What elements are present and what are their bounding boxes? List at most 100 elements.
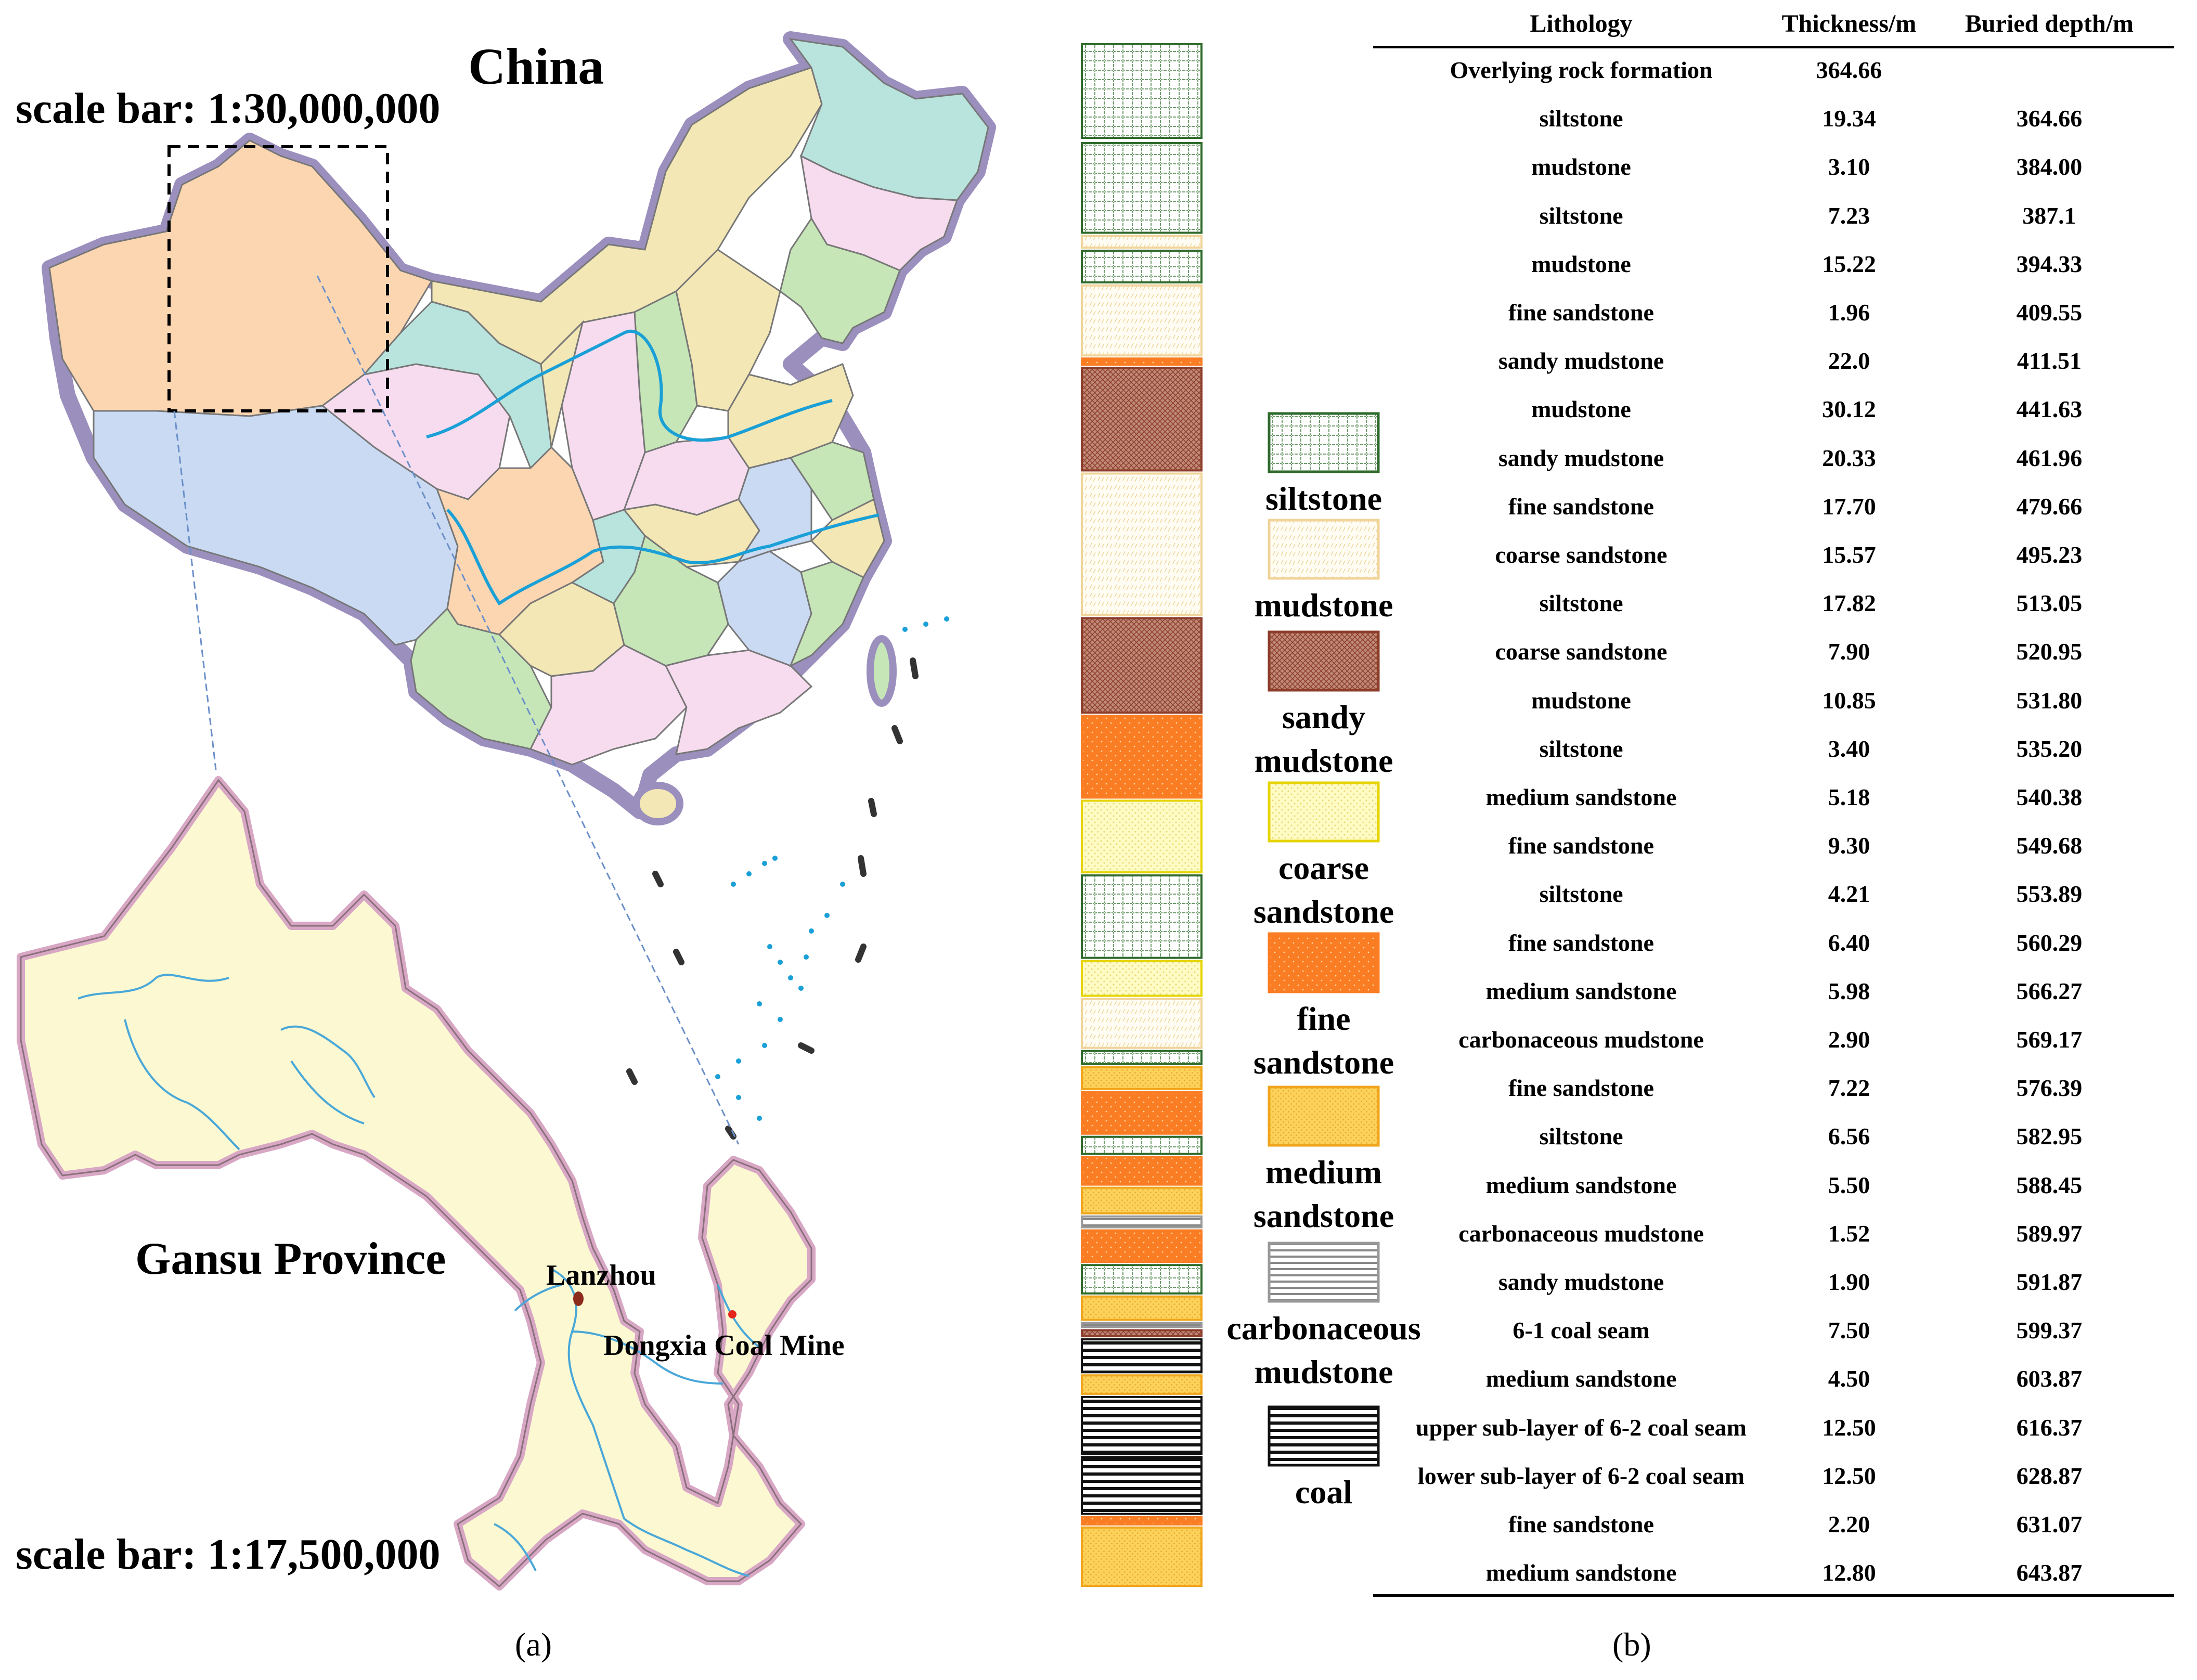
country-label: China [468, 37, 604, 95]
gansu-outline [17, 776, 816, 1591]
table-cell-lithology: fine sandstone [1508, 1511, 1654, 1537]
table-cell-thickness: 7.23 [1828, 202, 1870, 229]
strata-layer-medium-sandstone [1081, 1526, 1203, 1587]
table-cell-thickness: 30.12 [1822, 396, 1876, 423]
table-cell-depth: 549.68 [2016, 832, 2083, 859]
legend-label-line: sandy [1282, 699, 1366, 735]
province-guangdong [664, 649, 813, 755]
legend-label-fine-sandstone: fine sandstone [1214, 997, 1433, 1084]
table-cell-lithology: fine sandstone [1508, 493, 1654, 520]
yellow-river [426, 330, 833, 442]
strata-layer-mudstone [1081, 235, 1203, 249]
province-label: Gansu Province [135, 1234, 446, 1284]
table-cell-depth: 588.45 [2016, 1171, 2083, 1198]
table-cell-thickness: 6.56 [1828, 1123, 1870, 1150]
table-cell-lithology: mudstone [1531, 687, 1631, 714]
caption-b: (b) [1612, 1626, 1651, 1663]
table-cell-thickness: 19.34 [1822, 105, 1876, 132]
table-cell-depth: 364.66 [2016, 105, 2083, 132]
strata-layer-carbonaceous-mudstone [1081, 1322, 1203, 1328]
legend-label-line: carbonaceous [1226, 1310, 1421, 1347]
strata-layer-coal [1081, 1338, 1203, 1374]
table-cell-thickness: 2.20 [1828, 1511, 1870, 1537]
table-cell-thickness: 364.66 [1816, 57, 1882, 83]
strata-layer-sandy-mudstone [1081, 1329, 1203, 1338]
table-cell-thickness: 3.10 [1828, 153, 1870, 180]
table-cell-thickness: 4.21 [1828, 881, 1870, 908]
strata-layer-mudstone [1081, 284, 1203, 357]
strata-layer-medium-sandstone [1081, 1374, 1203, 1395]
strata-layer-medium-sandstone [1081, 1066, 1203, 1090]
strata-layer-carbonaceous-mudstone [1081, 1215, 1203, 1229]
legend-label-line: sandstone [1253, 1044, 1394, 1081]
table-cell-depth: 441.63 [2016, 396, 2083, 423]
strata-layer-siltstone [1081, 1050, 1203, 1066]
table-cell-depth: 628.87 [2016, 1462, 2083, 1489]
strata-layer-mudstone [1081, 998, 1203, 1049]
legend-swatch-carbonaceous-mudstone [1268, 1242, 1380, 1303]
dongxia-marker [728, 1310, 736, 1319]
table-cell-lithology: siltstone [1539, 202, 1623, 229]
strata-layer-fine-sandstone [1081, 1229, 1203, 1263]
table-rule [1373, 46, 2174, 48]
table-cell-lithology: carbonaceous mudstone [1458, 1026, 1704, 1053]
legend-swatch-coarse-sandstone [1268, 781, 1380, 843]
scale-bar-bottom: scale bar: 1:17,500,000 [16, 1530, 441, 1579]
table-cell-depth: 591.87 [2016, 1269, 2083, 1295]
table-cell-lithology: medium sandstone [1485, 784, 1677, 810]
table-cell-depth: 643.87 [2016, 1559, 2083, 1586]
table-cell-thickness: 12.50 [1822, 1414, 1876, 1441]
table-cell-thickness: 6.40 [1828, 929, 1870, 956]
legend-label-carbonaceous-mudstone: carbonaceous mudstone [1214, 1307, 1433, 1394]
table-cell-depth: 384.00 [2016, 153, 2083, 180]
connector-line [316, 275, 740, 1145]
strata-layer-siltstone [1081, 250, 1203, 283]
table-cell-lithology: Overlying rock formation [1450, 57, 1713, 83]
table-cell-thickness: 7.90 [1828, 638, 1870, 665]
table-cell-thickness: 17.82 [1822, 590, 1876, 617]
legend-label-line: coarse [1278, 849, 1369, 886]
table-cell-thickness: 12.80 [1822, 1559, 1876, 1586]
table-cell-depth: 495.23 [2016, 541, 2083, 568]
table-cell-lithology: coarse sandstone [1495, 541, 1668, 568]
table-cell-thickness: 12.50 [1822, 1462, 1876, 1489]
table-cell-thickness: 5.18 [1828, 784, 1870, 810]
legend-label-line: mudstone [1254, 1353, 1393, 1390]
connector-line [173, 410, 217, 770]
table-cell-lithology: upper sub-layer of 6-2 coal seam [1416, 1414, 1747, 1441]
strata-layer-fine-sandstone [1081, 357, 1203, 366]
table-header-cell: Thickness/m [1781, 10, 1917, 37]
table-cell-depth: 461.96 [2016, 444, 2083, 471]
lanzhou-marker [573, 1291, 584, 1306]
yangtze-river [446, 508, 880, 606]
table-cell-depth: 566.27 [2016, 977, 2083, 1004]
table-cell-depth: 589.97 [2016, 1220, 2083, 1247]
table-cell-lithology: mudstone [1531, 153, 1631, 180]
taiwan-island [867, 635, 897, 707]
selection-box [167, 145, 389, 412]
table-header-cell: Buried depth/m [1965, 10, 2134, 37]
legend-label-mudstone: mudstone [1214, 584, 1433, 627]
table-cell-thickness: 15.22 [1822, 250, 1876, 277]
strata-layer-siltstone [1081, 1264, 1203, 1295]
table-cell-lithology: sandy mudstone [1498, 347, 1664, 374]
province-shandong [727, 363, 854, 469]
strata-layer-medium-sandstone [1081, 1295, 1203, 1321]
table-header-cell: Lithology [1530, 10, 1633, 37]
gansu-map [17, 776, 816, 1591]
table-cell-lithology: siltstone [1539, 105, 1623, 132]
south-sea-islands [715, 616, 949, 1121]
table-cell-lithology: siltstone [1539, 1123, 1623, 1150]
china-map [42, 31, 996, 1145]
legend-label-line: mudstone [1254, 587, 1393, 624]
table-cell-thickness: 15.57 [1822, 541, 1876, 568]
table-cell-thickness: 7.22 [1828, 1075, 1870, 1102]
table-cell-depth: 411.51 [2017, 347, 2082, 374]
table-cell-lithology: medium sandstone [1485, 1559, 1677, 1586]
caption-a: (a) [515, 1626, 552, 1663]
city-label: Lanzhou [546, 1259, 656, 1291]
table-cell-lithology: sandy mudstone [1498, 1269, 1664, 1295]
table-cell-lithology: mudstone [1531, 396, 1631, 423]
table-cell-thickness: 22.0 [1828, 347, 1870, 374]
table-cell-lithology: medium sandstone [1485, 1365, 1677, 1392]
